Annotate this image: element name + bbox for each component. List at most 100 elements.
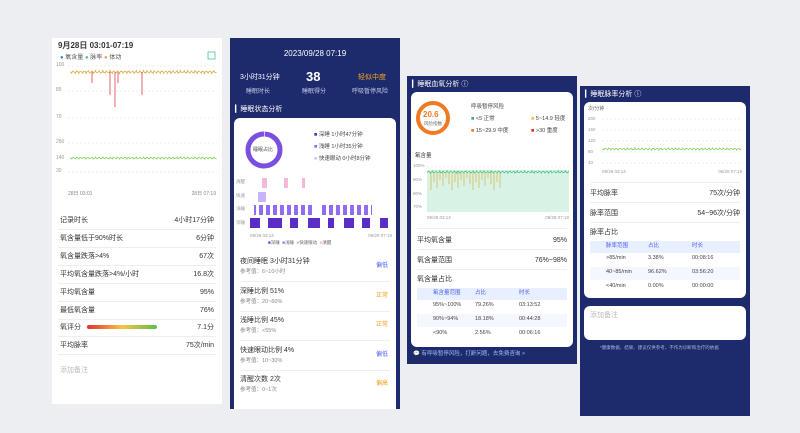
table-header: 占比 <box>475 290 487 296</box>
dot: ● <box>84 55 89 61</box>
dot: ● <box>103 55 108 61</box>
risk-legend: ■ <5 正常 <box>471 116 495 123</box>
legend-text: 深睡 <box>270 240 280 245</box>
y-label: 160 <box>588 127 596 132</box>
row-title: 清醒次数 2次 <box>240 376 281 383</box>
row-value: 16.8次 <box>193 270 214 278</box>
table-header: 脉率范围 <box>606 243 629 249</box>
table-cell: 0.00% <box>648 283 664 289</box>
stage-block <box>262 178 267 188</box>
row-label: 氧评分 <box>60 324 81 332</box>
stage-block <box>305 205 308 215</box>
stage-legend: ■深睡 ■浅睡 ■快速眼动 ■清醒 <box>268 240 331 246</box>
risk-label: 风险指数 <box>424 121 442 126</box>
stage-block <box>319 205 322 215</box>
stage-block <box>382 205 385 215</box>
row-status[interactable]: 正常 <box>375 322 388 328</box>
donut-legend: ■ 快速眼动 0小时8分钟 <box>314 156 371 163</box>
row-status[interactable]: 偏高 <box>375 381 388 387</box>
table-cell: 00:00:00 <box>692 283 714 289</box>
y-label: 140 <box>56 155 65 161</box>
legend-text: <5 正常 <box>475 116 495 122</box>
row-title: 深睡比例 51% <box>240 287 284 295</box>
dot: ■ <box>296 240 300 245</box>
stage-block <box>340 205 343 215</box>
table-cell: <40/min <box>606 283 626 289</box>
row-label: 最低氧含量 <box>60 306 95 314</box>
score-bar <box>87 325 157 330</box>
stage-block <box>270 205 273 215</box>
table-cell: 00:44:28 <box>519 316 541 322</box>
legend-text: >30 重度 <box>535 128 558 134</box>
table-cell: >85/min <box>606 255 626 261</box>
dot: ■ <box>471 128 475 134</box>
stage-label: 快速 <box>236 193 245 198</box>
table-header-bg <box>590 241 740 253</box>
title-text: 睡眠脉率分析 <box>590 91 633 98</box>
row-label: 氧含量占比 <box>417 276 452 283</box>
separator <box>240 310 390 312</box>
note: 添加备注 <box>60 367 88 374</box>
stage-block <box>347 205 350 215</box>
stage-block <box>354 205 357 215</box>
x-label: 09/28 03:14 <box>602 169 626 174</box>
footer-text[interactable]: 有呼吸暂停风险，打鼾问题，去免费咨询 > <box>421 351 526 357</box>
sleep-charts <box>245 131 392 228</box>
row-label: 记录时长 <box>60 217 88 224</box>
dot: ■ <box>314 144 318 150</box>
row-label: 平均氧含量跌落>4%/小时 <box>60 270 140 278</box>
title: ▎睡眠血氧分析 ⓘ <box>412 81 469 88</box>
trace <box>601 146 742 152</box>
chart-oxygen-pulse <box>68 51 217 173</box>
risk-legend: ■ 5~14.9 轻度 <box>531 116 565 123</box>
date: 2023/09/28 07:19 <box>283 49 347 58</box>
row-bg <box>590 267 740 280</box>
dot: ■ <box>314 132 318 138</box>
row-value: 67次 <box>199 252 214 260</box>
legend-text: 快速眼动 <box>299 240 318 245</box>
stage-block <box>258 192 266 202</box>
row-label: 氧含量跌落>4% <box>60 252 110 260</box>
dot: ■ <box>319 240 323 245</box>
row-title: 快速眼动比例 4% <box>240 346 295 354</box>
table-cell: 90%~94% <box>433 316 459 322</box>
stage-block <box>291 205 294 215</box>
table-cell: 40~85/min <box>606 269 632 275</box>
y-label: 250 <box>56 139 65 145</box>
stage-block <box>333 205 336 215</box>
row-status[interactable]: 偏低 <box>375 351 388 358</box>
note[interactable]: 添加备注 <box>590 312 618 319</box>
dot: ■ <box>531 128 535 134</box>
table-cell: 95%~100% <box>433 302 462 308</box>
stage-block <box>268 218 282 228</box>
row-value: 4小时17分钟 <box>174 217 214 224</box>
card: 睡眠占比 ■ 深睡 1小时47分钟 ■ 浅睡 1小时35分钟 ■ 快速眼动 0小… <box>234 118 396 409</box>
panel-blood-oxygen: ▎睡眠血氧分析 ⓘ 20.6 风险指数 呼吸暂停风险 ■ <5 正常 ■ 5~1… <box>407 76 577 364</box>
row-status[interactable]: 偏低 <box>375 263 388 269</box>
dot: ■ <box>314 156 318 162</box>
row-status[interactable]: 正常 <box>375 292 388 299</box>
pulse-chart <box>601 118 742 164</box>
stage-block <box>361 205 364 215</box>
table-header: 占比 <box>648 243 660 249</box>
note-card[interactable]: 添加备注 <box>584 306 746 340</box>
stage-block <box>298 205 301 215</box>
row-label: 氧含量范围 <box>417 257 452 264</box>
legend-item: 脉率 <box>90 55 103 61</box>
stage-block <box>284 178 288 188</box>
x-label: 09/28 07:19 <box>545 215 569 220</box>
stage-block <box>277 205 280 215</box>
separator <box>58 354 216 356</box>
row-value: 76%~98% <box>534 257 567 264</box>
section-title: ▎睡眠状态分析 <box>235 106 283 113</box>
footer-link[interactable]: 💬 有呼吸暂停风险，打鼾问题，去免费咨询 > <box>413 351 526 357</box>
stage-block <box>389 205 392 215</box>
separator <box>240 340 390 341</box>
table-cell: 03:56:20 <box>692 269 714 275</box>
legend-text: 浅睡 <box>284 240 294 245</box>
row-label: 平均氧含量 <box>417 237 452 244</box>
y-label: 80 <box>588 149 594 154</box>
table-cell: <90% <box>433 330 448 336</box>
risk-value: 20.6 <box>423 110 439 119</box>
table-cell: 00:06:16 <box>519 330 541 336</box>
